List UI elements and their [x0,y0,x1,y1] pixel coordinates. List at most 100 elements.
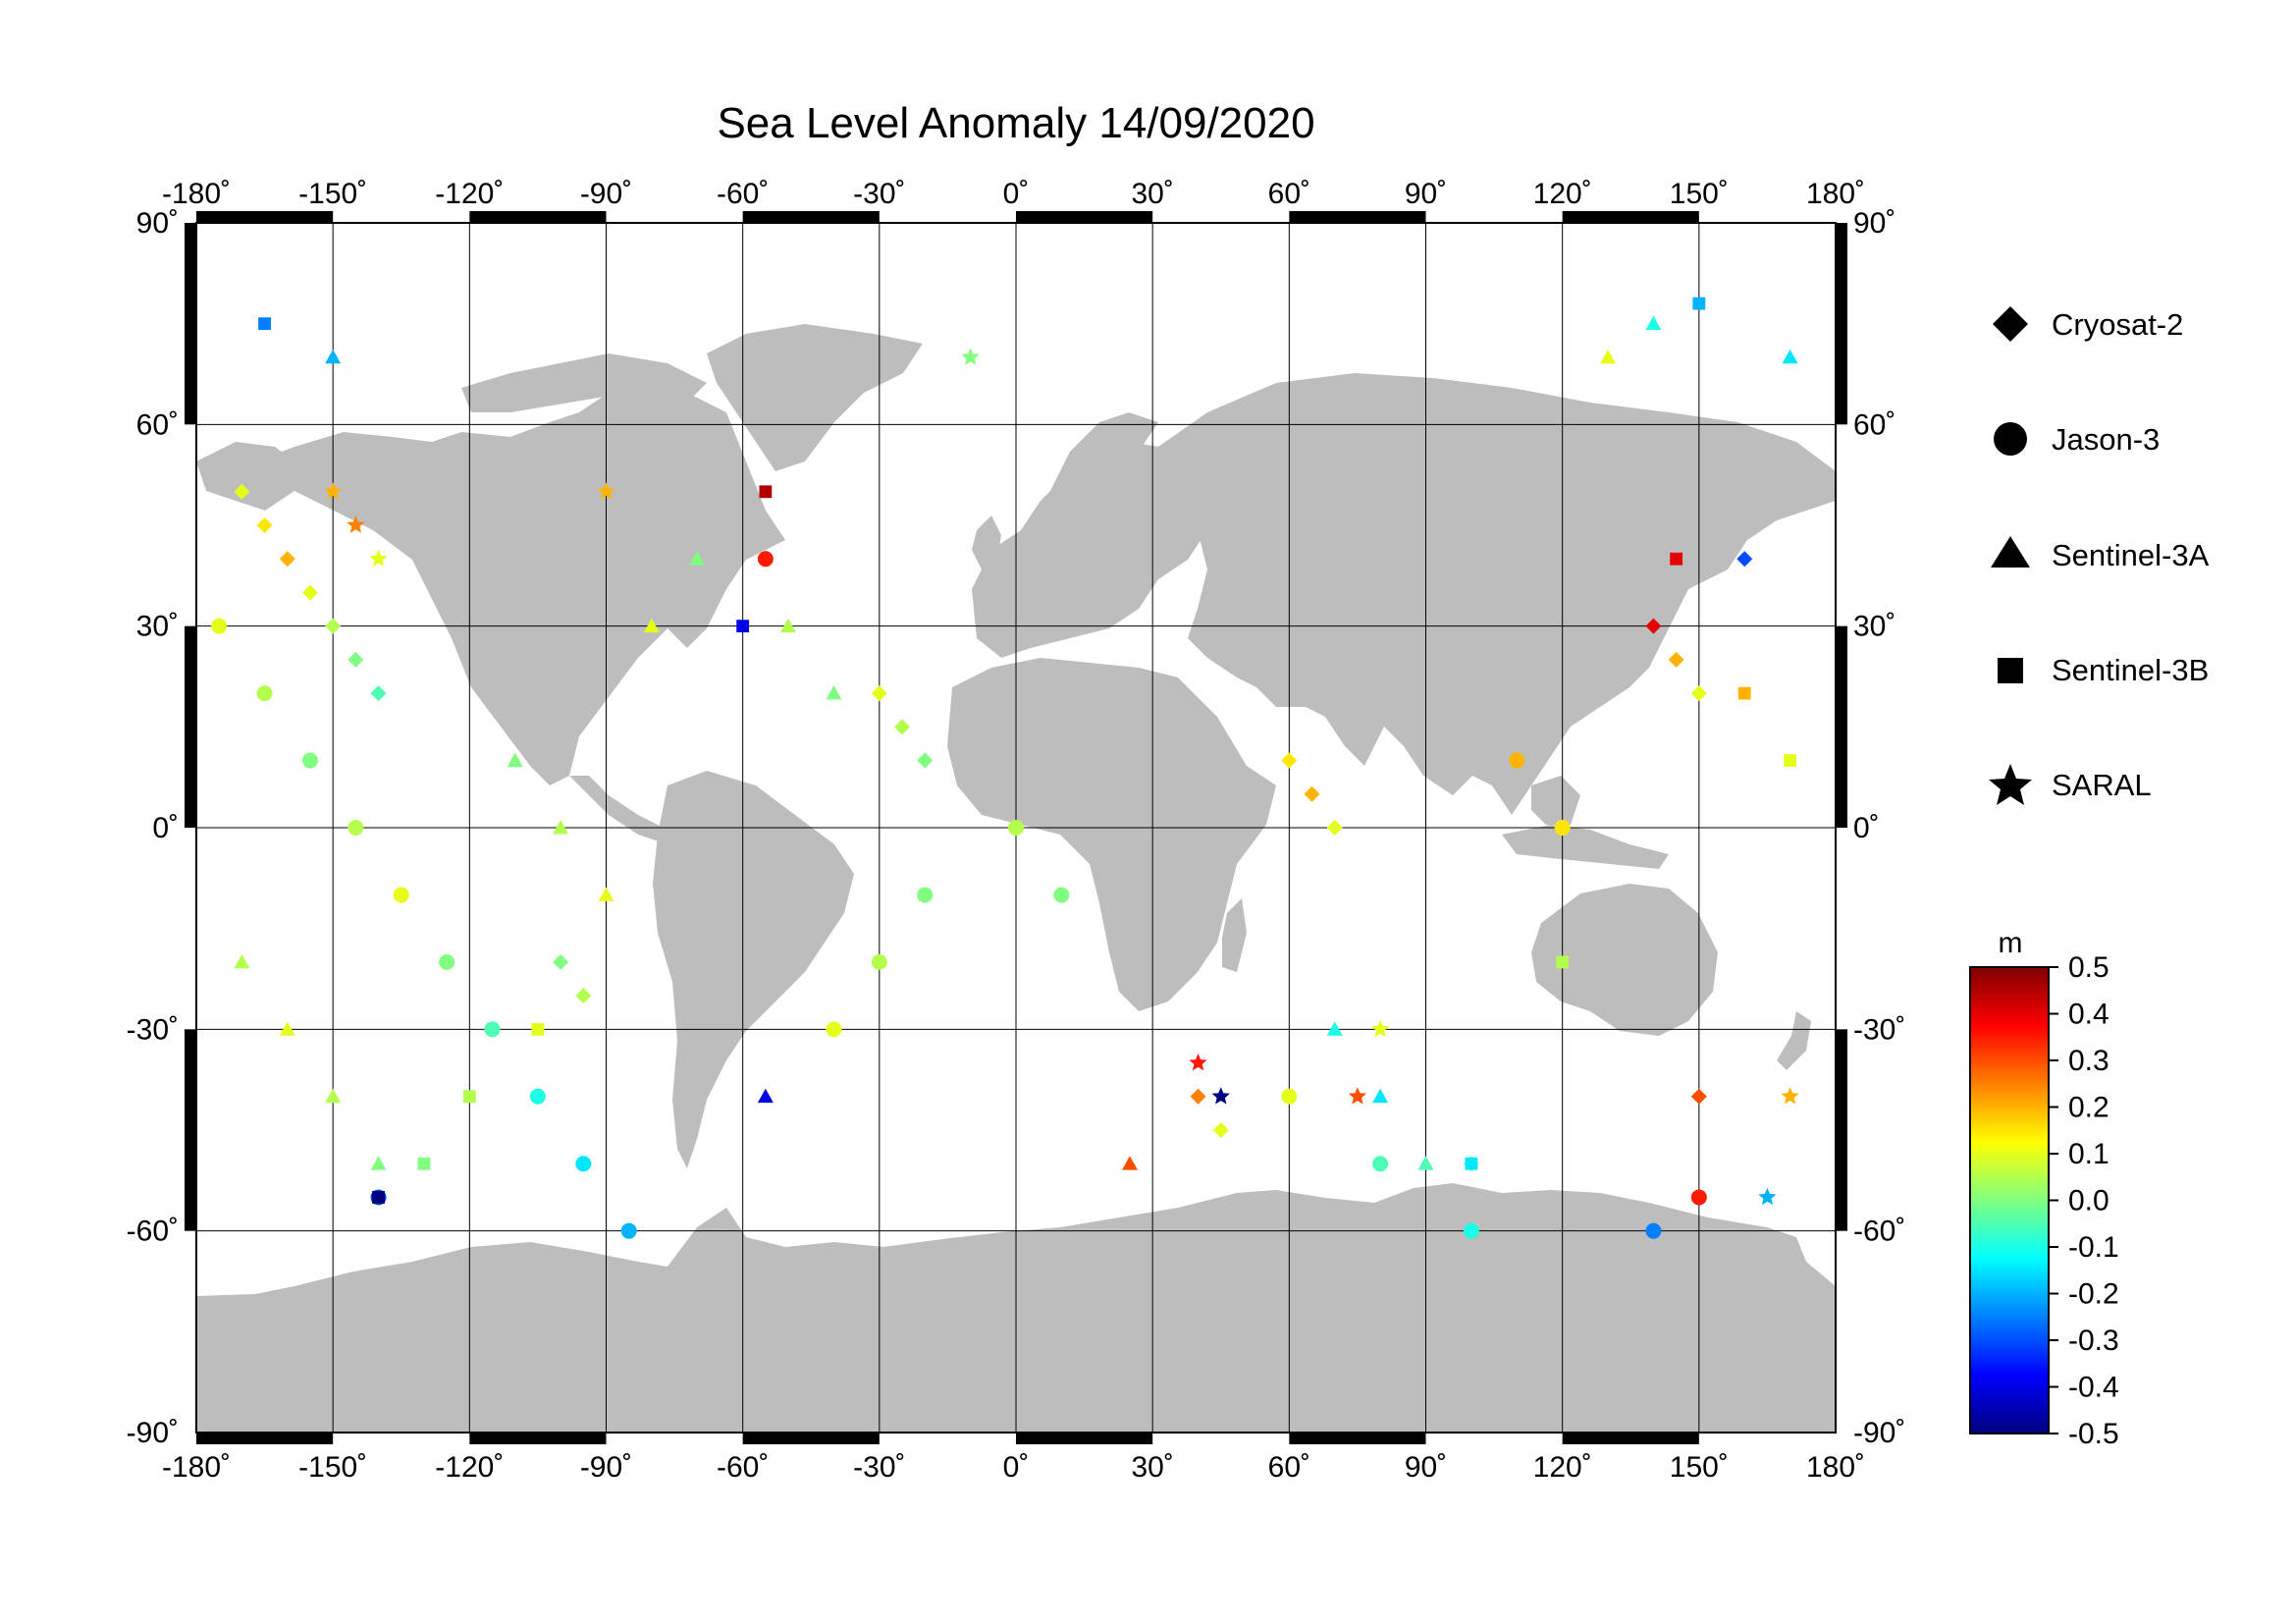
land-australia [1531,884,1718,1036]
x-tick-label: 180˚ [1806,1451,1865,1484]
x-tick-label: 30˚ [1131,1451,1173,1484]
square-icon [1998,658,2023,683]
y-tick-label: -90˚ [1853,1417,1905,1449]
bottom-scale-segment [1289,1433,1426,1444]
diamond-icon [1993,306,2028,342]
track-point [1736,551,1753,568]
land-alaska [196,442,294,511]
land-madagascar [1222,898,1247,972]
x-tick-label: 60˚ [1268,178,1310,210]
track-point [894,719,911,735]
track-point [279,551,295,568]
track-point [1692,297,1706,310]
colorbar-tick-label: 0.4 [2068,999,2109,1031]
track-point [462,1090,476,1104]
y-tick-label: 60˚ [136,408,179,441]
track-point [961,348,980,365]
y-tick-label: 90˚ [1853,207,1896,240]
land-asia [1158,373,1836,815]
track-point [1465,1157,1478,1170]
track-point [256,685,273,702]
track-point [1554,820,1571,836]
land-borneo [1531,776,1580,825]
triangle-icon [1991,536,2030,568]
track-point [234,483,250,500]
x-tick-label: -120˚ [435,1451,504,1484]
y-tick-label: -60˚ [127,1216,179,1248]
legend-item-sentinel3a: Sentinel-3A [1991,536,2210,572]
track-point [325,1088,342,1104]
land-south-america [653,771,854,1168]
track-point [1372,1156,1389,1172]
y-tick-label: -60˚ [1853,1216,1905,1248]
track-point [1326,820,1343,836]
track-point [1371,1019,1390,1038]
colorbar-tick-label: -0.4 [2068,1372,2119,1404]
track-point [234,953,250,969]
right-scale-segment [1836,1029,1847,1231]
track-point [347,515,365,533]
track-point [1417,1156,1434,1170]
star-icon [1989,764,2032,805]
y-tick-label: 0˚ [152,812,179,844]
y-tick-label: -90˚ [127,1417,179,1449]
x-tick-label: -150˚ [298,178,367,210]
colorbar-tick-label: 0.2 [2068,1092,2109,1124]
track-point [1053,887,1070,903]
track-point [301,584,318,601]
colorbar-gradient [1969,966,2050,1434]
x-tick-label: -180˚ [162,178,231,210]
track-point [553,953,569,970]
track-point [1645,315,1662,331]
track-point [917,887,934,903]
track-point [1782,349,1798,364]
y-axis-left-labels: 90˚ 60˚ 30˚ 0˚ -30˚ -60˚ -90˚ [127,207,179,1449]
track-point [780,618,797,633]
y-tick-label: 90˚ [136,207,179,240]
track-point [1645,618,1662,634]
track-point [301,752,318,769]
legend-label: Cryosat-2 [2052,307,2183,342]
track-point [689,551,706,566]
land-new-zealand [1777,1011,1811,1070]
top-scale-segment [1016,211,1153,223]
x-tick-label: -60˚ [717,178,769,210]
colorbar-tick-label: -0.5 [2068,1418,2119,1450]
track-point [484,1021,501,1038]
y-tick-label: 0˚ [1853,812,1880,844]
colorbar-tick-label: -0.1 [2068,1231,2119,1264]
track-point [347,820,364,836]
x-tick-label: 0˚ [1003,1451,1030,1484]
x-axis-bottom-labels: -180˚ -150˚ -120˚ -90˚ -60˚ -30˚ 0˚ 30˚ 60˚ 90˚ 12… [162,1451,1865,1484]
satellite-track-points [211,297,1799,1239]
x-tick-label: 120˚ [1533,178,1592,210]
track-point [529,1088,546,1105]
land-canadian-arctic [461,353,707,412]
legend-item-jason3: Jason-3 [1994,422,2160,457]
track-point [370,685,387,702]
track-point [1690,1088,1707,1105]
track-point [507,752,523,767]
colorbar-tick-label: 0.3 [2068,1045,2109,1077]
track-point [325,349,342,364]
x-tick-label: 120˚ [1533,1451,1592,1484]
legend-item-sentinel3b: Sentinel-3B [1998,653,2209,687]
y-tick-label: 60˚ [1853,408,1896,441]
x-axis-top-labels: -180˚ -150˚ -120˚ -90˚ -60˚ -30˚ 0˚ 30˚ 60˚ 90˚ 12… [162,178,1865,210]
x-tick-label: 90˚ [1405,178,1447,210]
legend-label: SARAL [2052,768,2152,802]
x-tick-label: -180˚ [162,1451,231,1484]
y-tick-label: 30˚ [136,611,179,643]
right-scale-segment [1836,625,1847,828]
track-point [1509,752,1525,769]
bottom-scale-segment [196,1433,334,1444]
track-point [369,549,388,567]
track-point [1737,686,1751,700]
track-point [324,482,343,500]
chart-title: Sea Level Anomaly 14/09/2020 [717,99,1314,147]
circle-icon [1994,422,2027,456]
track-point [871,953,887,970]
x-tick-label: 90˚ [1405,1451,1447,1484]
track-point [1784,754,1797,767]
track-point [1008,820,1024,836]
